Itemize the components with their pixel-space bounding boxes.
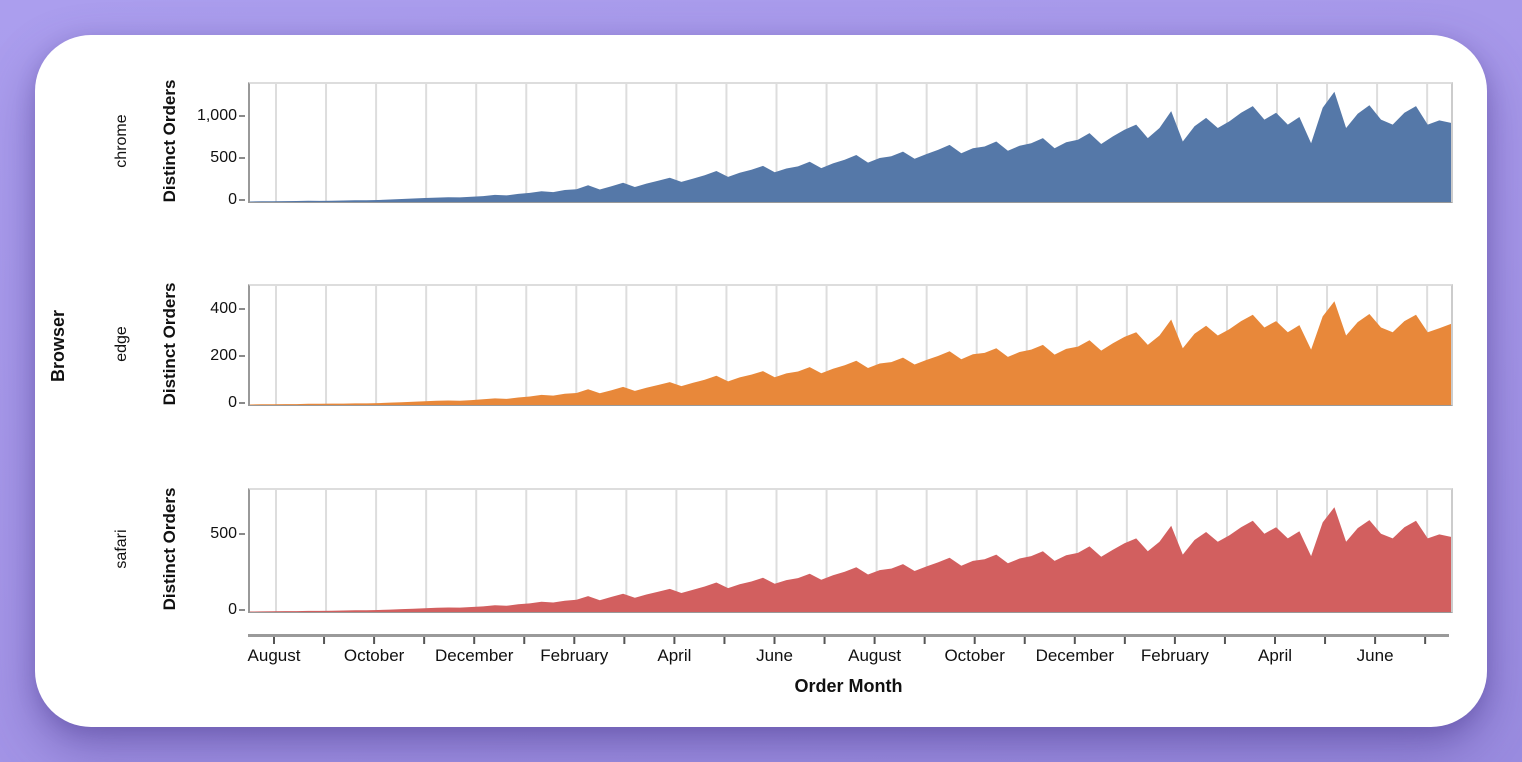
- area-plot-edge: [248, 284, 1453, 406]
- y-tick-label: 0: [228, 394, 237, 411]
- y-tick-mark: [239, 199, 245, 201]
- y-tick-label: 1,000: [196, 106, 237, 124]
- y-tick-mark: [239, 114, 245, 117]
- x-tick-label: December: [1035, 646, 1114, 665]
- x-tick-label: February: [1140, 646, 1209, 665]
- x-axis-title: Order Month: [794, 676, 903, 696]
- y-axis-tick-labels: 0 200 400: [35, 284, 237, 411]
- x-tick-label: August: [247, 646, 301, 665]
- chart-card: Browser chrome Distinct Orders 0 500 1,000…: [35, 35, 1487, 727]
- y-tick-mark: [239, 156, 245, 159]
- y-axis-tick-labels: 0 500 1,000: [35, 82, 237, 208]
- y-tick-label: 200: [210, 346, 237, 364]
- x-tick-label: August: [848, 646, 902, 665]
- x-axis-line-and-ticks: [248, 634, 1449, 644]
- x-axis: August October December February April June Au…: [248, 634, 1449, 730]
- facet-row-chrome: chrome Distinct Orders 0 500 1,000: [35, 80, 1487, 208]
- y-tick-label: 0: [228, 191, 237, 208]
- y-tick-mark: [239, 354, 245, 357]
- y-tick-mark: [239, 609, 245, 611]
- y-tick-label: 500: [210, 148, 237, 166]
- y-tick-label: 0: [228, 601, 237, 618]
- area-series-safari: [250, 507, 1451, 612]
- area-plot-chrome: [248, 82, 1453, 203]
- x-tick-label: June: [756, 646, 793, 665]
- x-tick-label: February: [540, 646, 609, 665]
- area-series-chrome: [250, 91, 1451, 202]
- y-tick-label: 400: [210, 299, 237, 317]
- area-plot-safari: [248, 488, 1453, 613]
- x-tick-label: April: [1257, 646, 1292, 665]
- x-tick-label: December: [434, 646, 514, 665]
- y-tick-label: 500: [210, 525, 237, 543]
- y-tick-mark: [239, 533, 245, 536]
- x-tick-label: April: [657, 646, 692, 665]
- y-tick-mark: [239, 402, 245, 404]
- x-tick-label: October: [343, 646, 405, 665]
- y-tick-mark: [239, 307, 245, 310]
- facet-row-edge: edge Distinct Orders 0 200 400: [35, 282, 1487, 411]
- facet-row-safari: safari Distinct Orders 0 500: [35, 488, 1487, 618]
- x-tick-label: June: [1356, 646, 1394, 665]
- area-series-edge: [250, 301, 1451, 405]
- y-axis-tick-labels: 0 500: [35, 488, 237, 618]
- x-tick-label: October: [944, 646, 1005, 665]
